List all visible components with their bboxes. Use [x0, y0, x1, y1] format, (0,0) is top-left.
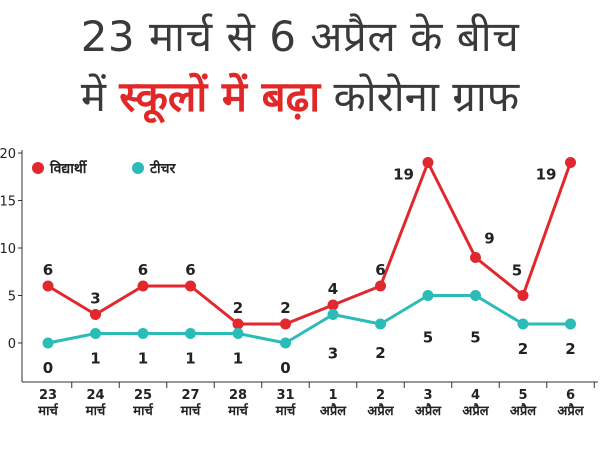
teachers-point — [90, 328, 101, 339]
students-data-label: 2 — [280, 299, 290, 317]
x-tick-label-month: अप्रैल — [557, 403, 584, 419]
students-point — [517, 290, 529, 301]
headline-line-2-start: में — [80, 72, 120, 121]
teachers-data-label: 0 — [43, 359, 53, 377]
students-data-label: 6 — [185, 261, 195, 279]
teachers-point — [470, 290, 481, 301]
teachers-data-label: 0 — [280, 359, 290, 377]
students-point — [232, 318, 244, 330]
x-tick-label-day: 3 — [423, 388, 432, 403]
legend-students-label: विद्यार्थी — [49, 160, 88, 177]
x-tick-label-month: मार्च — [180, 403, 201, 419]
teachers-point — [517, 318, 529, 330]
x-tick-label-day: 4 — [471, 388, 480, 403]
teachers-data-label: 5 — [470, 329, 480, 347]
teachers-point — [185, 328, 196, 339]
y-tick-label: 5 — [8, 290, 16, 305]
teachers-point — [232, 328, 244, 339]
legend-teachers-marker — [132, 162, 144, 174]
students-data-label: 9 — [484, 230, 494, 248]
students-point — [137, 280, 149, 292]
teachers-point — [422, 290, 434, 301]
students-data-label: 19 — [393, 166, 414, 184]
teachers-point — [375, 318, 386, 330]
teachers-data-label: 2 — [375, 344, 385, 362]
students-point — [470, 252, 481, 263]
teachers-point — [137, 328, 149, 339]
teachers-data-label: 2 — [565, 340, 575, 358]
students-data-label: 6 — [43, 261, 53, 279]
x-tick-label-day: 6 — [566, 388, 575, 403]
students-point — [565, 157, 576, 168]
x-tick-label-month: अप्रैल — [462, 403, 489, 419]
teachers-data-label: 2 — [518, 340, 528, 358]
students-point — [327, 299, 339, 311]
x-tick-label-day: 5 — [518, 388, 527, 403]
teachers-point — [42, 337, 54, 349]
headline-line-2: में स्कूलों में बढ़ा कोरोना ग्राफ — [0, 68, 600, 126]
x-tick-label-day: 27 — [181, 388, 199, 403]
students-point — [42, 280, 54, 292]
teachers-data-label: 1 — [233, 350, 243, 368]
students-data-label: 5 — [512, 262, 522, 280]
x-tick-label-day: 23 — [39, 388, 57, 403]
teachers-data-label: 1 — [138, 350, 148, 368]
students-data-label: 19 — [536, 166, 557, 184]
x-tick-label-month: अप्रैल — [367, 403, 394, 419]
x-tick-label-day: 28 — [229, 388, 247, 403]
headline-highlight: स्कूलों में बढ़ा — [119, 72, 321, 121]
headline-line-2-end: कोरोना ग्राफ — [320, 72, 520, 121]
students-series-line — [47, 161, 572, 326]
y-tick-label: 10 — [0, 242, 16, 257]
y-tick-label: 20 — [0, 147, 16, 162]
x-tick-label-month: मार्च — [85, 403, 106, 419]
students-point — [375, 280, 386, 292]
teachers-point — [565, 318, 576, 330]
y-tick-label: 0 — [8, 337, 16, 352]
x-tick-label-month: मार्च — [227, 403, 248, 419]
students-data-label: 3 — [90, 290, 100, 308]
headline-line-1: 23 मार्च से 6 अप्रैल के बीच — [80, 12, 520, 61]
x-tick-label-day: 24 — [86, 388, 104, 403]
x-tick-label-day: 2 — [376, 388, 385, 403]
x-tick-label-day: 25 — [134, 388, 152, 403]
teachers-series-line — [47, 294, 571, 345]
students-point — [90, 309, 101, 320]
x-tick-label-month: मार्च — [37, 403, 58, 419]
students-data-label: 4 — [328, 280, 338, 298]
teachers-data-label: 5 — [423, 329, 433, 347]
x-tick-label-month: अप्रैल — [510, 403, 537, 419]
teachers-point — [280, 337, 291, 349]
x-tick-label-month: अप्रैल — [415, 403, 442, 419]
x-tick-label-month: मार्च — [132, 403, 153, 419]
teachers-data-label: 3 — [328, 345, 338, 363]
students-data-label: 6 — [138, 261, 148, 279]
x-tick-label-day: 31 — [276, 388, 294, 403]
students-point — [280, 318, 291, 330]
legend-teachers-label: टीचर — [149, 160, 177, 177]
teachers-point — [327, 309, 339, 320]
students-data-label: 6 — [375, 261, 385, 279]
legend-students-marker — [32, 162, 44, 174]
y-tick-label: 15 — [0, 195, 16, 210]
students-point — [422, 157, 434, 168]
students-point — [185, 280, 196, 292]
teachers-data-label: 1 — [90, 350, 100, 368]
teachers-data-label: 1 — [185, 350, 195, 368]
x-tick-label-month: मार्च — [275, 403, 296, 419]
students-data-label: 2 — [233, 299, 243, 317]
x-tick-label-day: 1 — [328, 388, 337, 403]
x-tick-label-month: अप्रैल — [320, 403, 347, 419]
